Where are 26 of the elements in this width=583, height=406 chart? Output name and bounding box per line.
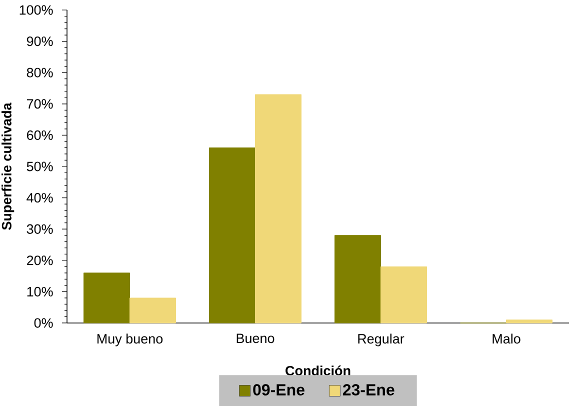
y-tick-label: 50% [26,162,53,172]
bar [334,235,381,324]
y-tick-label: 70% [26,99,53,109]
x-tick-label: Bueno [236,334,274,344]
x-tick-label: Regular [358,334,404,346]
bar [130,298,176,324]
bar [255,94,302,324]
x-tick-label: Malo [492,334,520,344]
legend-label: 23-Ene [342,384,394,396]
y-tick-label: 100% [20,5,53,15]
bar [506,320,552,324]
y-tick-label: 40% [26,193,53,203]
legend-label: 09-Ene [253,384,304,396]
y-tick-label: 20% [26,256,53,266]
bar [209,147,256,324]
y-tick-label: 0% [34,318,53,328]
y-tick-label: 30% [26,224,53,234]
y-tick-label: 90% [26,36,53,46]
x-tick-label: Muy bueno [97,334,163,346]
y-tick-label: 80% [26,68,53,78]
y-tick-label: 10% [27,286,53,296]
x-axis-title: Condición [286,365,350,376]
y-axis-title: Superficie cultivada [2,102,14,230]
y-tick-label: 60% [26,130,53,140]
bar [84,272,130,324]
bar [380,266,427,324]
